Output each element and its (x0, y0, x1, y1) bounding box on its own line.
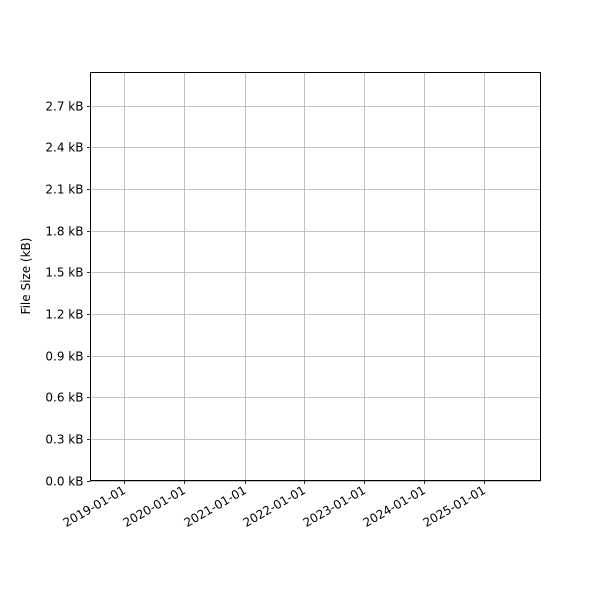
y-tick-label: 0.3 kB (45, 433, 83, 447)
y-tick-label: 2.4 kB (45, 141, 83, 155)
y-tick-label: 0.0 kB (45, 475, 83, 489)
y-tick-label: 2.7 kB (45, 100, 83, 114)
y-tick-label: 0.9 kB (45, 350, 83, 364)
x-tick-label: 2022-01-01 (241, 483, 308, 530)
y-tick-label: 1.8 kB (45, 225, 83, 239)
x-tick-label: 2019-01-01 (61, 483, 128, 530)
grid (90, 72, 541, 482)
y-tick-label: 1.5 kB (45, 266, 83, 280)
y-axis: 0.0 kB 0.3 kB 0.6 kB 0.9 kB 1.2 kB 1.5 kB 1.8 … (45, 100, 91, 489)
x-tick-label: 2021-01-01 (182, 483, 249, 530)
x-tick-label: 2020-01-01 (121, 483, 188, 530)
x-axis: 2019-01-012020-01-012021-01-012022-01-01… (61, 480, 488, 530)
y-tick-label: 1.2 kB (45, 308, 83, 322)
y-axis-label: File Size (kB) (19, 238, 33, 315)
x-tick-label: 2023-01-01 (301, 483, 368, 530)
plot-area-frame (90, 72, 541, 481)
y-tick-label: 0.6 kB (45, 391, 83, 405)
x-tick-label: 2025-01-01 (421, 483, 488, 530)
y-tick-label: 2.1 kB (45, 183, 83, 197)
x-tick-label: 2024-01-01 (361, 483, 428, 530)
